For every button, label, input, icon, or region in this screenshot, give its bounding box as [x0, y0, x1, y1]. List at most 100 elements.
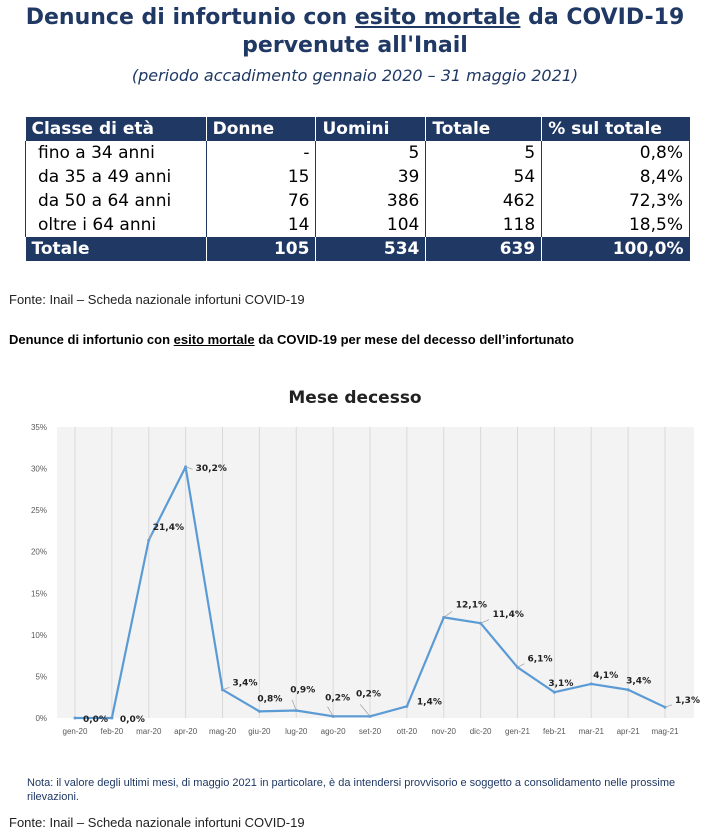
- data-point: [626, 688, 630, 692]
- data-point: [552, 690, 556, 694]
- x-tick-label: ott-20: [397, 727, 418, 736]
- table-cell: 104: [315, 213, 427, 237]
- data-label: 11,4%: [493, 610, 524, 620]
- chart-heading-emphasis: esito mortale: [173, 332, 255, 347]
- label-leader: [443, 611, 453, 618]
- table-cell: 18,5%: [541, 213, 690, 237]
- data-label: 0,9%: [290, 686, 315, 696]
- x-tick-label: dic-20: [470, 727, 492, 736]
- data-label: 3,1%: [548, 679, 573, 689]
- table-cell: 5: [425, 141, 543, 165]
- data-label: 30,2%: [196, 464, 227, 474]
- table-cell: 14: [206, 213, 317, 237]
- title-emphasis: esito mortale: [354, 5, 521, 30]
- label-leader: [359, 704, 371, 717]
- data-point: [405, 704, 409, 708]
- plot-area: [57, 427, 694, 718]
- label-leader: [148, 533, 152, 541]
- data-label: 4,1%: [593, 671, 618, 681]
- data-label: 12,1%: [456, 600, 487, 610]
- label-leader: [480, 619, 490, 624]
- table-row: fino a 34 anni - 5 5 0,8%: [25, 141, 690, 165]
- data-point: [479, 621, 483, 625]
- x-tick-label: giu-20: [248, 727, 271, 736]
- table-total-row: Totale 105 534 639 100,0%: [25, 237, 690, 261]
- label-leader: [327, 706, 334, 717]
- table-cell: -: [206, 141, 317, 165]
- table-cell: 15: [206, 165, 317, 189]
- table-cell: da 35 a 49 anni: [25, 165, 207, 189]
- label-leader: [291, 699, 297, 711]
- data-label: 3,4%: [626, 677, 651, 687]
- data-label: 3,4%: [233, 679, 258, 689]
- page-title: Denunce di infortunio con esito mortale …: [0, 4, 710, 60]
- x-tick-label: mar-21: [579, 727, 605, 736]
- table-cell: 54: [425, 165, 543, 189]
- table-header: Uomini: [315, 117, 427, 141]
- title-line2: pervenute all'Inail: [242, 33, 468, 58]
- chart-heading-part2: da COVID-19 per mese del decesso dell’in…: [258, 332, 574, 347]
- title-part2: da COVID-19: [528, 5, 685, 30]
- y-tick-label: 5%: [35, 672, 47, 681]
- table-header: Donne: [206, 117, 317, 141]
- chart-title: Mese decesso: [288, 388, 421, 408]
- y-tick-label: 0%: [35, 714, 47, 723]
- table-total-cell: 105: [206, 237, 317, 261]
- x-tick-label: ago-20: [321, 727, 346, 736]
- y-tick-label: 35%: [31, 423, 47, 432]
- x-tick-label: feb-20: [101, 727, 124, 736]
- label-leader: [185, 466, 193, 470]
- data-label: 0,2%: [356, 689, 381, 699]
- table-cell: 118: [425, 213, 543, 237]
- x-tick-label: feb-21: [543, 727, 566, 736]
- table-cell: 39: [315, 165, 427, 189]
- chart-note: Nota: il valore degli ultimi mesi, di ma…: [27, 777, 676, 803]
- source-note: Fonte: Inail – Scheda nazionale infortun…: [9, 292, 305, 307]
- label-leader: [664, 704, 673, 708]
- x-tick-label: gen-21: [505, 727, 530, 736]
- table-row: da 35 a 49 anni 15 39 54 8,4%: [25, 165, 690, 189]
- data-point: [110, 716, 114, 720]
- data-label: 1,3%: [675, 696, 700, 706]
- table-header: % sul totale: [541, 117, 690, 141]
- chart-heading: Denunce di infortunio con esito mortale …: [9, 332, 574, 347]
- table-header-row: Classe di età Donne Uomini Totale % sul …: [25, 117, 690, 141]
- source-note-2: Fonte: Inail – Scheda nazionale infortun…: [9, 815, 305, 830]
- x-tick-label: gen-20: [63, 727, 88, 736]
- data-label: 0,8%: [257, 694, 282, 704]
- y-tick-label: 20%: [31, 548, 47, 557]
- table-cell: oltre i 64 anni: [25, 213, 207, 237]
- table-cell: fino a 34 anni: [25, 141, 207, 165]
- table-cell: 0,8%: [541, 141, 690, 165]
- data-point: [221, 688, 224, 692]
- table-header: Classe di età: [25, 117, 207, 141]
- subtitle: (periodo accadimento gennaio 2020 – 31 m…: [131, 66, 579, 85]
- y-tick-label: 25%: [31, 506, 47, 515]
- label-leader: [222, 686, 230, 691]
- table-cell: 386: [315, 189, 427, 213]
- chart-heading-part1: Denunce di infortunio con: [9, 332, 171, 347]
- table-row: da 50 a 64 anni 76 386 462 72,3%: [25, 189, 690, 213]
- x-tick-label: mar-20: [136, 727, 162, 736]
- data-label: 0,0%: [120, 715, 145, 725]
- title-part1: Denunce di infortunio con: [25, 5, 348, 30]
- table-total-cell: 100,0%: [541, 237, 690, 261]
- x-tick-label: mag-20: [209, 727, 237, 736]
- y-tick-label: 30%: [31, 465, 47, 474]
- data-point: [73, 716, 77, 720]
- table-cell: da 50 a 64 anni: [25, 189, 207, 213]
- age-class-table: Classe di età Donne Uomini Totale % sul …: [25, 117, 690, 261]
- table-cell: 462: [425, 189, 543, 213]
- data-label: 0,0%: [83, 715, 108, 725]
- x-tick-label: set-20: [359, 727, 382, 736]
- data-label: 21,4%: [153, 523, 184, 533]
- table-total-cell: 534: [315, 237, 427, 261]
- line-chart: Mese decesso 0% 5% 10% 15% 20% 25% 30% 35% gen-20…: [31, 388, 700, 736]
- table-total-cell: 639: [425, 237, 543, 261]
- data-point: [257, 709, 261, 713]
- table-cell: 5: [315, 141, 427, 165]
- x-tick-label: apr-20: [174, 727, 198, 736]
- x-tick-label: nov-20: [432, 727, 457, 736]
- data-point: [589, 682, 593, 686]
- label-leader: [517, 663, 525, 668]
